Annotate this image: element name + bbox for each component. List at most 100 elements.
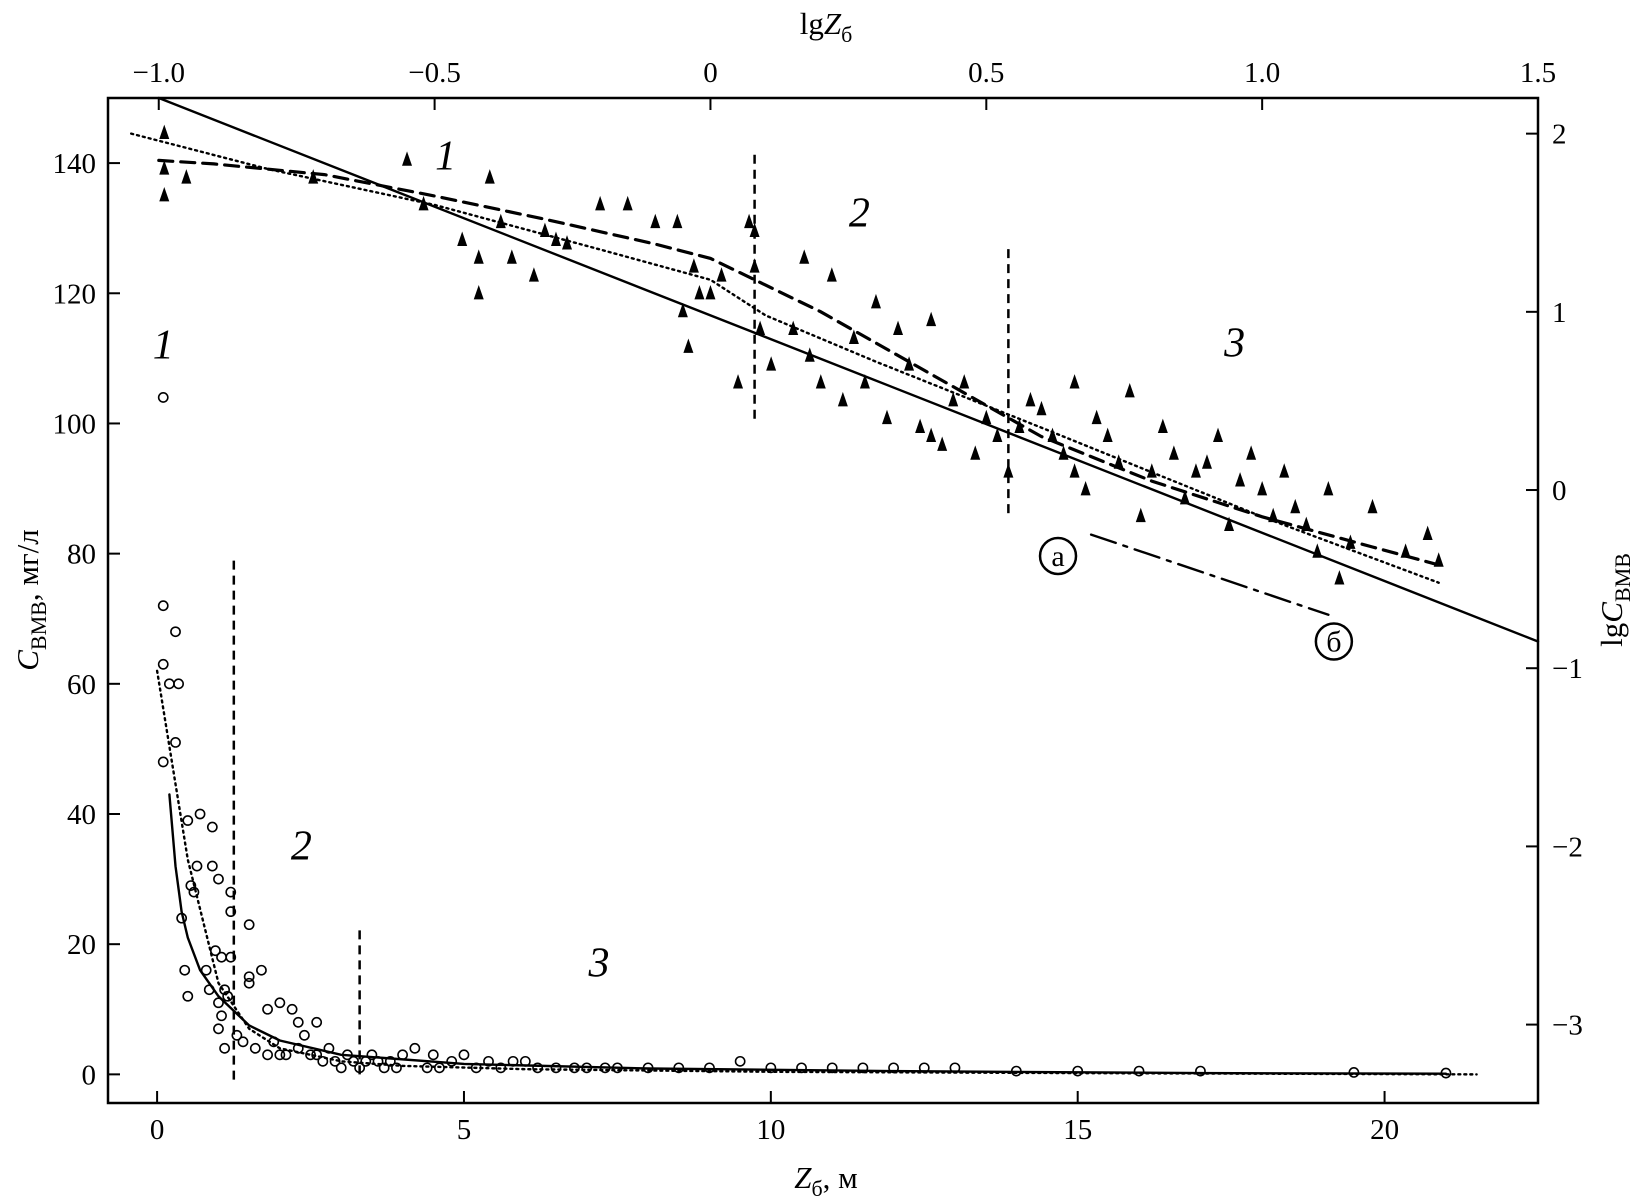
circle-point — [237, 1036, 249, 1048]
triangle-point — [848, 329, 859, 344]
y-right-tick-label: −1 — [1552, 653, 1583, 685]
triangle-point — [1113, 454, 1124, 469]
circle-point — [409, 1042, 421, 1054]
circle-point — [292, 1016, 304, 1028]
circle-point — [243, 971, 255, 983]
triangle-point — [1301, 516, 1312, 532]
circle-point — [188, 886, 200, 898]
y-right-tick-label: 2 — [1552, 119, 1567, 151]
circled-marker-ring — [1038, 536, 1078, 576]
triangle-point — [1157, 418, 1168, 434]
triangle-point — [1290, 498, 1301, 514]
circled-marker-letter: б — [1326, 625, 1341, 658]
triangle-point — [308, 169, 319, 184]
circle-point — [1010, 1065, 1022, 1077]
circle-point — [378, 1062, 390, 1074]
x-top-tick-label: 0.5 — [968, 57, 1004, 89]
x-top-tick-label: −1.0 — [132, 57, 185, 89]
triangle-point — [804, 347, 815, 362]
triangle-point — [766, 356, 777, 371]
circle-point — [581, 1062, 593, 1074]
zone-label: 3 — [587, 941, 609, 987]
triangle-point — [1190, 463, 1201, 478]
axis-ticks: 0 5 10 15 20−1.0 −0.5 0 0.5 1.0 1.502040608010012… — [53, 57, 1583, 1146]
circle-point — [507, 1055, 519, 1067]
triangle-point — [1179, 489, 1190, 505]
triangle-point — [1146, 463, 1157, 478]
circle-point — [274, 1049, 286, 1061]
triangle-point — [528, 267, 539, 282]
x-bottom-tick-label: 10 — [756, 1114, 785, 1146]
circle-point — [249, 1042, 261, 1054]
circle-point — [918, 1062, 930, 1074]
circle-point — [157, 756, 169, 768]
circle-point — [280, 1049, 292, 1061]
circle-point — [157, 392, 169, 403]
triangle-point — [1400, 543, 1411, 558]
plot-frame — [106, 96, 1540, 1105]
triangle-point — [1080, 481, 1091, 496]
x-top-tick-label: 0 — [703, 57, 718, 89]
triangle-point — [959, 374, 970, 389]
triangle-point — [881, 409, 892, 425]
triangle-point — [159, 124, 170, 140]
triangle-point — [672, 213, 683, 229]
fit-lines — [129, 96, 1540, 1076]
circle-point — [305, 1049, 316, 1061]
x-bottom-tick-label: 5 — [457, 1114, 472, 1146]
circle-point — [519, 1055, 531, 1067]
circle-point — [354, 1062, 366, 1074]
x-top-tick-label: −0.5 — [408, 57, 461, 89]
triangle-point — [799, 249, 810, 264]
circle-point — [335, 1062, 347, 1074]
triangle-point — [473, 285, 484, 300]
triangle-point — [506, 249, 517, 264]
y-left-tick-label: 60 — [67, 669, 96, 701]
circle-point — [341, 1049, 353, 1061]
circle-point — [206, 860, 218, 872]
zone-label: 3 — [1223, 320, 1245, 366]
triangle-point — [159, 187, 170, 202]
circle-point — [611, 1062, 623, 1074]
triangle-point — [904, 356, 915, 371]
triangle-point — [677, 302, 688, 318]
triangle-point — [1345, 534, 1356, 549]
annotations: 1 2 3 1 2 3 а б — [153, 133, 1354, 987]
triangle-point — [1014, 418, 1025, 434]
triangle-point — [1091, 409, 1102, 425]
circle-point — [673, 1062, 685, 1074]
circle-point — [286, 1003, 298, 1015]
circle-point — [274, 997, 286, 1009]
circle-point — [857, 1062, 869, 1074]
triangle-point — [1069, 463, 1080, 478]
x-bottom-tick-label: 20 — [1370, 1114, 1399, 1146]
y-right-tick-label: −2 — [1552, 831, 1583, 863]
triangle-point — [181, 169, 192, 184]
fit-line-dashdot — [1089, 533, 1330, 616]
y-left-tick-label: 100 — [53, 408, 97, 440]
fit-line-solid — [157, 96, 1540, 643]
circle-point — [298, 1029, 310, 1041]
y-right-tick-label: 1 — [1552, 297, 1567, 329]
circle-point — [391, 1062, 402, 1074]
circle-point — [704, 1062, 715, 1074]
triangle-point — [1135, 507, 1146, 523]
circle-point — [483, 1055, 494, 1067]
triangle-point — [970, 445, 981, 460]
circle-point — [157, 658, 169, 670]
triangle-point — [1058, 445, 1069, 460]
triangle-point — [484, 169, 495, 184]
triangle-point — [744, 213, 755, 229]
x-top-axis-title: lgZб — [800, 6, 853, 47]
triangle-point — [716, 267, 727, 282]
zone-label: 1 — [153, 322, 174, 368]
circle-point — [796, 1062, 807, 1074]
circle-point — [170, 736, 181, 748]
y-left-tick-label: 80 — [67, 539, 96, 571]
circle-point — [182, 815, 194, 826]
triangle-point — [1224, 516, 1235, 532]
triangle-point — [1367, 498, 1378, 514]
triangle-point — [1312, 543, 1323, 558]
circle-point — [219, 984, 231, 996]
triangle-point — [1213, 427, 1224, 442]
